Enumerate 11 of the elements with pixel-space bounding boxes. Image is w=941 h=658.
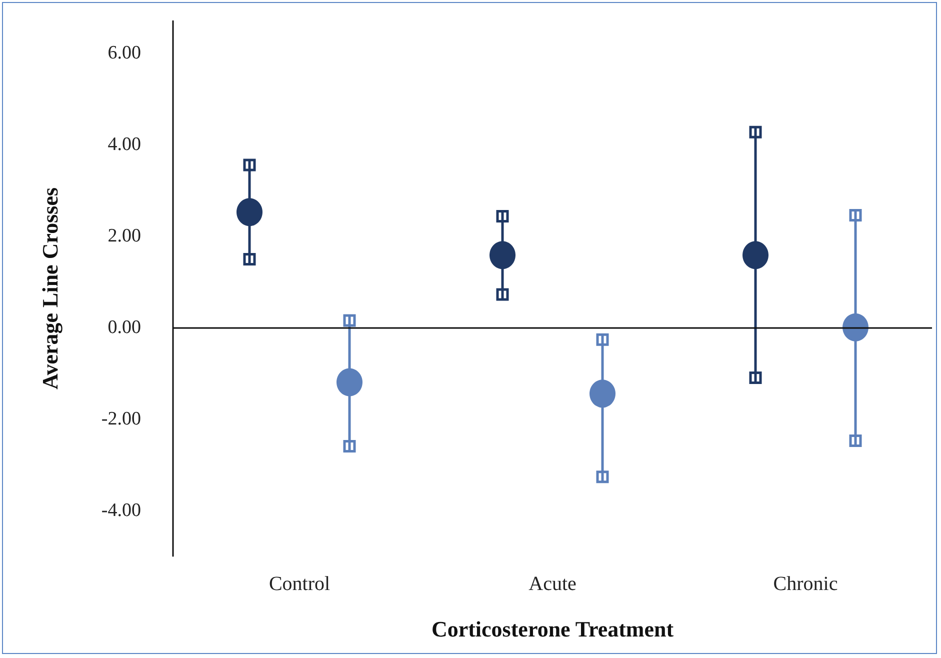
y-tick-label: -2.00: [101, 408, 141, 430]
y-tick-label: 4.00: [108, 134, 141, 155]
x-tick-label: Control: [268, 573, 330, 595]
y-tick-label: 0.00: [108, 316, 141, 338]
x-tick-label: Chronic: [773, 573, 838, 595]
y-tick-label: 2.00: [108, 225, 141, 246]
y-tick-label: -4.00: [101, 500, 141, 521]
y-axis-title: Average Line Crosses: [38, 187, 62, 390]
x-tick-label: Acute: [528, 573, 576, 595]
y-tick-label: 6.00: [108, 42, 141, 64]
x-axis-title: Corticosterone Treatment: [431, 616, 674, 642]
